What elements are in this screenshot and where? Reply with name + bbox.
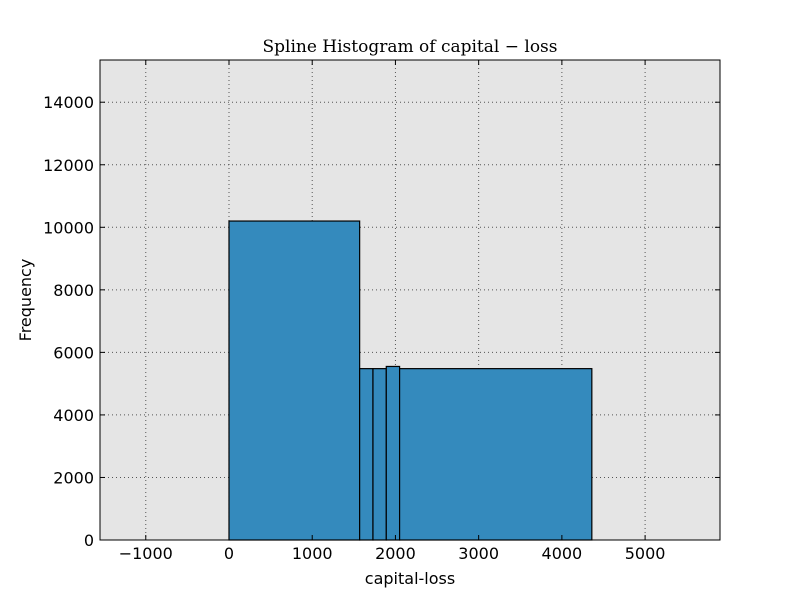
- y-tick-label: 8000: [53, 281, 94, 300]
- histogram-bar: [385, 365, 401, 541]
- histogram-bar: [398, 368, 593, 541]
- histogram-bar: [372, 368, 387, 541]
- x-tick-label: 5000: [625, 544, 666, 563]
- x-tick-label: 1000: [292, 544, 333, 563]
- x-axis-label: capital-loss: [365, 569, 455, 588]
- y-tick-label: 14000: [43, 93, 94, 112]
- y-tick-label: 6000: [53, 343, 94, 362]
- x-tick-label: 3000: [458, 544, 499, 563]
- y-tick-label: 4000: [53, 406, 94, 425]
- x-tick-label: 4000: [542, 544, 583, 563]
- x-tick-label: 2000: [375, 544, 416, 563]
- plot-frame: [99, 59, 721, 541]
- y-axis-label: Frequency: [16, 259, 35, 342]
- x-tick-label: −1000: [119, 544, 173, 563]
- histogram-bar: [359, 368, 374, 541]
- chart-title: Spline Histogram of capital − loss: [262, 37, 557, 57]
- y-tick-label: 10000: [43, 218, 94, 237]
- y-tick-label: 2000: [53, 468, 94, 487]
- y-tick-label: 12000: [43, 156, 94, 175]
- ticks: −1000 0 1000 2000 3000 4000 5000 0 2000 4000 6000 8…: [43, 60, 720, 563]
- x-tick-label: 0: [224, 544, 234, 563]
- y-tick-label: 0: [84, 531, 94, 550]
- histogram-bar: [228, 220, 361, 541]
